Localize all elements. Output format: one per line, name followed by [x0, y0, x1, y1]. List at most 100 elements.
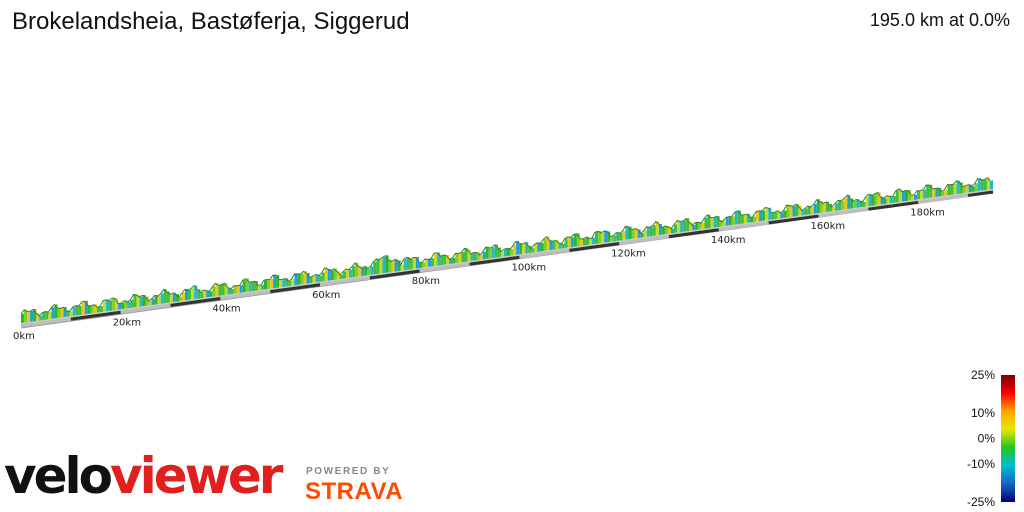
gradient-ribbon-segment [452, 257, 456, 264]
gradient-ribbon-segment [810, 206, 814, 215]
route-summary: 195.0 km at 0.0% [869, 10, 1010, 30]
gradient-ribbon-segment [683, 220, 687, 232]
gradient-ribbon-segment [592, 237, 596, 245]
gradient-ribbon-segment [828, 203, 833, 212]
distance-tick-labels: 0km 20km 40km 60km 80km 100km 120km 140km 160km 1… [13, 207, 945, 342]
gradient-ribbon-segment [282, 278, 286, 287]
gradient-ribbon-segment [90, 305, 94, 314]
gradient-ribbon-segment [646, 226, 650, 237]
gradient-ribbon-segment [367, 268, 371, 276]
gradient-ribbon-segment [185, 288, 189, 301]
gradient-ribbon-segment [944, 189, 948, 196]
gradient-ribbon-segment [813, 203, 817, 214]
gradient-ribbon-segment [598, 230, 602, 244]
gradient-ribbon-segment [774, 211, 778, 220]
gradient-ribbon-segment [807, 205, 811, 215]
gradient-ribbon-segment [24, 309, 28, 323]
gradient-ribbon-segment [388, 259, 392, 273]
distance-tick-label: 80km [412, 276, 440, 287]
gradient-ribbon-segment [871, 195, 875, 206]
gradient-ribbon [21, 177, 993, 323]
gradient-ribbon-segment [589, 238, 593, 245]
gradient-ribbon-segment [743, 214, 747, 224]
distance-segment [618, 235, 670, 246]
gradient-ribbon-segment [148, 300, 152, 306]
gradient-ribbon-segment [376, 258, 380, 275]
gradient-ribbon-segment [254, 280, 258, 291]
distance-segment [868, 200, 919, 211]
gradient-ribbon-segment [932, 188, 936, 198]
gradient-ribbon-segment [892, 195, 896, 203]
gradient-ribbon-segment [868, 193, 872, 207]
gradient-ribbon-segment [862, 201, 866, 208]
gradient-ribbon-segment [904, 190, 908, 202]
gradient-ribbon-segment [637, 229, 641, 238]
gradient-ribbon-segment [124, 300, 128, 309]
distance-segment [818, 207, 869, 218]
profile-top-edge [20, 177, 991, 317]
gradient-ribbon-segment [145, 296, 149, 306]
gradient-ribbon-segment [160, 293, 164, 304]
page-title: Brokelandsheia, Bastøferja, Siggerud [12, 8, 410, 35]
gradient-ribbon-segment [561, 243, 565, 249]
gradient-ribbon-segment [801, 210, 805, 216]
gradient-ribbon-segment [27, 311, 31, 323]
gradient-ribbon-segment [485, 246, 489, 259]
gradient-ribbon-segment [938, 187, 942, 197]
gradient-ribbon-segment [704, 217, 708, 229]
gradient-ribbon-segment [248, 281, 252, 292]
gradient-ribbon-segment [288, 280, 292, 287]
gradient-ribbon-segment [631, 229, 635, 239]
gradient-ribbon-segment [728, 216, 732, 226]
gradient-ribbon-segment [349, 269, 353, 278]
gradient-ribbon-segment [977, 178, 981, 192]
gradient-ribbon-segment [169, 294, 173, 303]
distance-tick-label: 180km [910, 207, 945, 218]
gradient-ribbon-segment [513, 245, 517, 256]
gradient-ribbon-segment [394, 259, 398, 272]
distance-tick-label: 20km [113, 317, 141, 328]
gradient-ribbon-segment [233, 285, 237, 294]
distance-segment [918, 193, 969, 204]
gradient-ribbon-segment [321, 272, 325, 282]
gradient-ribbon-segment [379, 259, 383, 274]
gradient-ribbon-segment [567, 236, 571, 248]
gradient-ribbon-segment [21, 313, 25, 323]
gradient-ribbon-segment [130, 299, 134, 308]
gradient-ribbon-segment [181, 292, 186, 301]
gradient-ribbon-segment [610, 236, 614, 242]
gradient-ribbon-segment [917, 190, 921, 200]
gradient-ribbon-segment [698, 221, 702, 230]
gradient-ribbon-segment [342, 271, 347, 279]
logo-viewer-text: viewer [110, 447, 283, 505]
gradient-ribbon-segment [510, 249, 514, 256]
gradient-ribbon-segment [725, 217, 729, 226]
gradient-ribbon-segment [336, 270, 340, 280]
gradient-ribbon-segment [306, 272, 310, 284]
logo-velo-text: velo [4, 447, 113, 505]
gradient-ribbon-segment [443, 254, 447, 265]
gradient-ribbon-segment [771, 212, 775, 220]
gradient-scale-label: -10% [967, 457, 995, 471]
gradient-ribbon-segment [604, 230, 608, 243]
gradient-scale-labels: 25% 10% 0% -10% -25% [967, 368, 995, 509]
gradient-ribbon-segment [51, 307, 55, 319]
gradient-ribbon-segment [640, 232, 644, 238]
gradient-ribbon-segment [507, 247, 511, 256]
gradient-ribbon-segment [428, 259, 432, 267]
gradient-ribbon-segment [822, 203, 826, 213]
gradient-ribbon-segment [956, 180, 960, 195]
gradient-ribbon-segment [643, 230, 647, 238]
distance-tick-label: 160km [811, 221, 846, 232]
gradient-ribbon-segment [200, 291, 204, 299]
gradient-ribbon-segment [330, 270, 334, 281]
gradient-ribbon-segment [260, 284, 264, 290]
gradient-ribbon-segment [522, 243, 526, 254]
distance-segment [519, 248, 570, 259]
gradient-ribbon-segment [795, 203, 799, 217]
gradient-scale-label: 25% [971, 368, 995, 382]
gradient-ribbon-segment [418, 261, 422, 269]
gradient-ribbon-segment [118, 303, 122, 310]
gradient-ribbon-segment [695, 222, 699, 231]
